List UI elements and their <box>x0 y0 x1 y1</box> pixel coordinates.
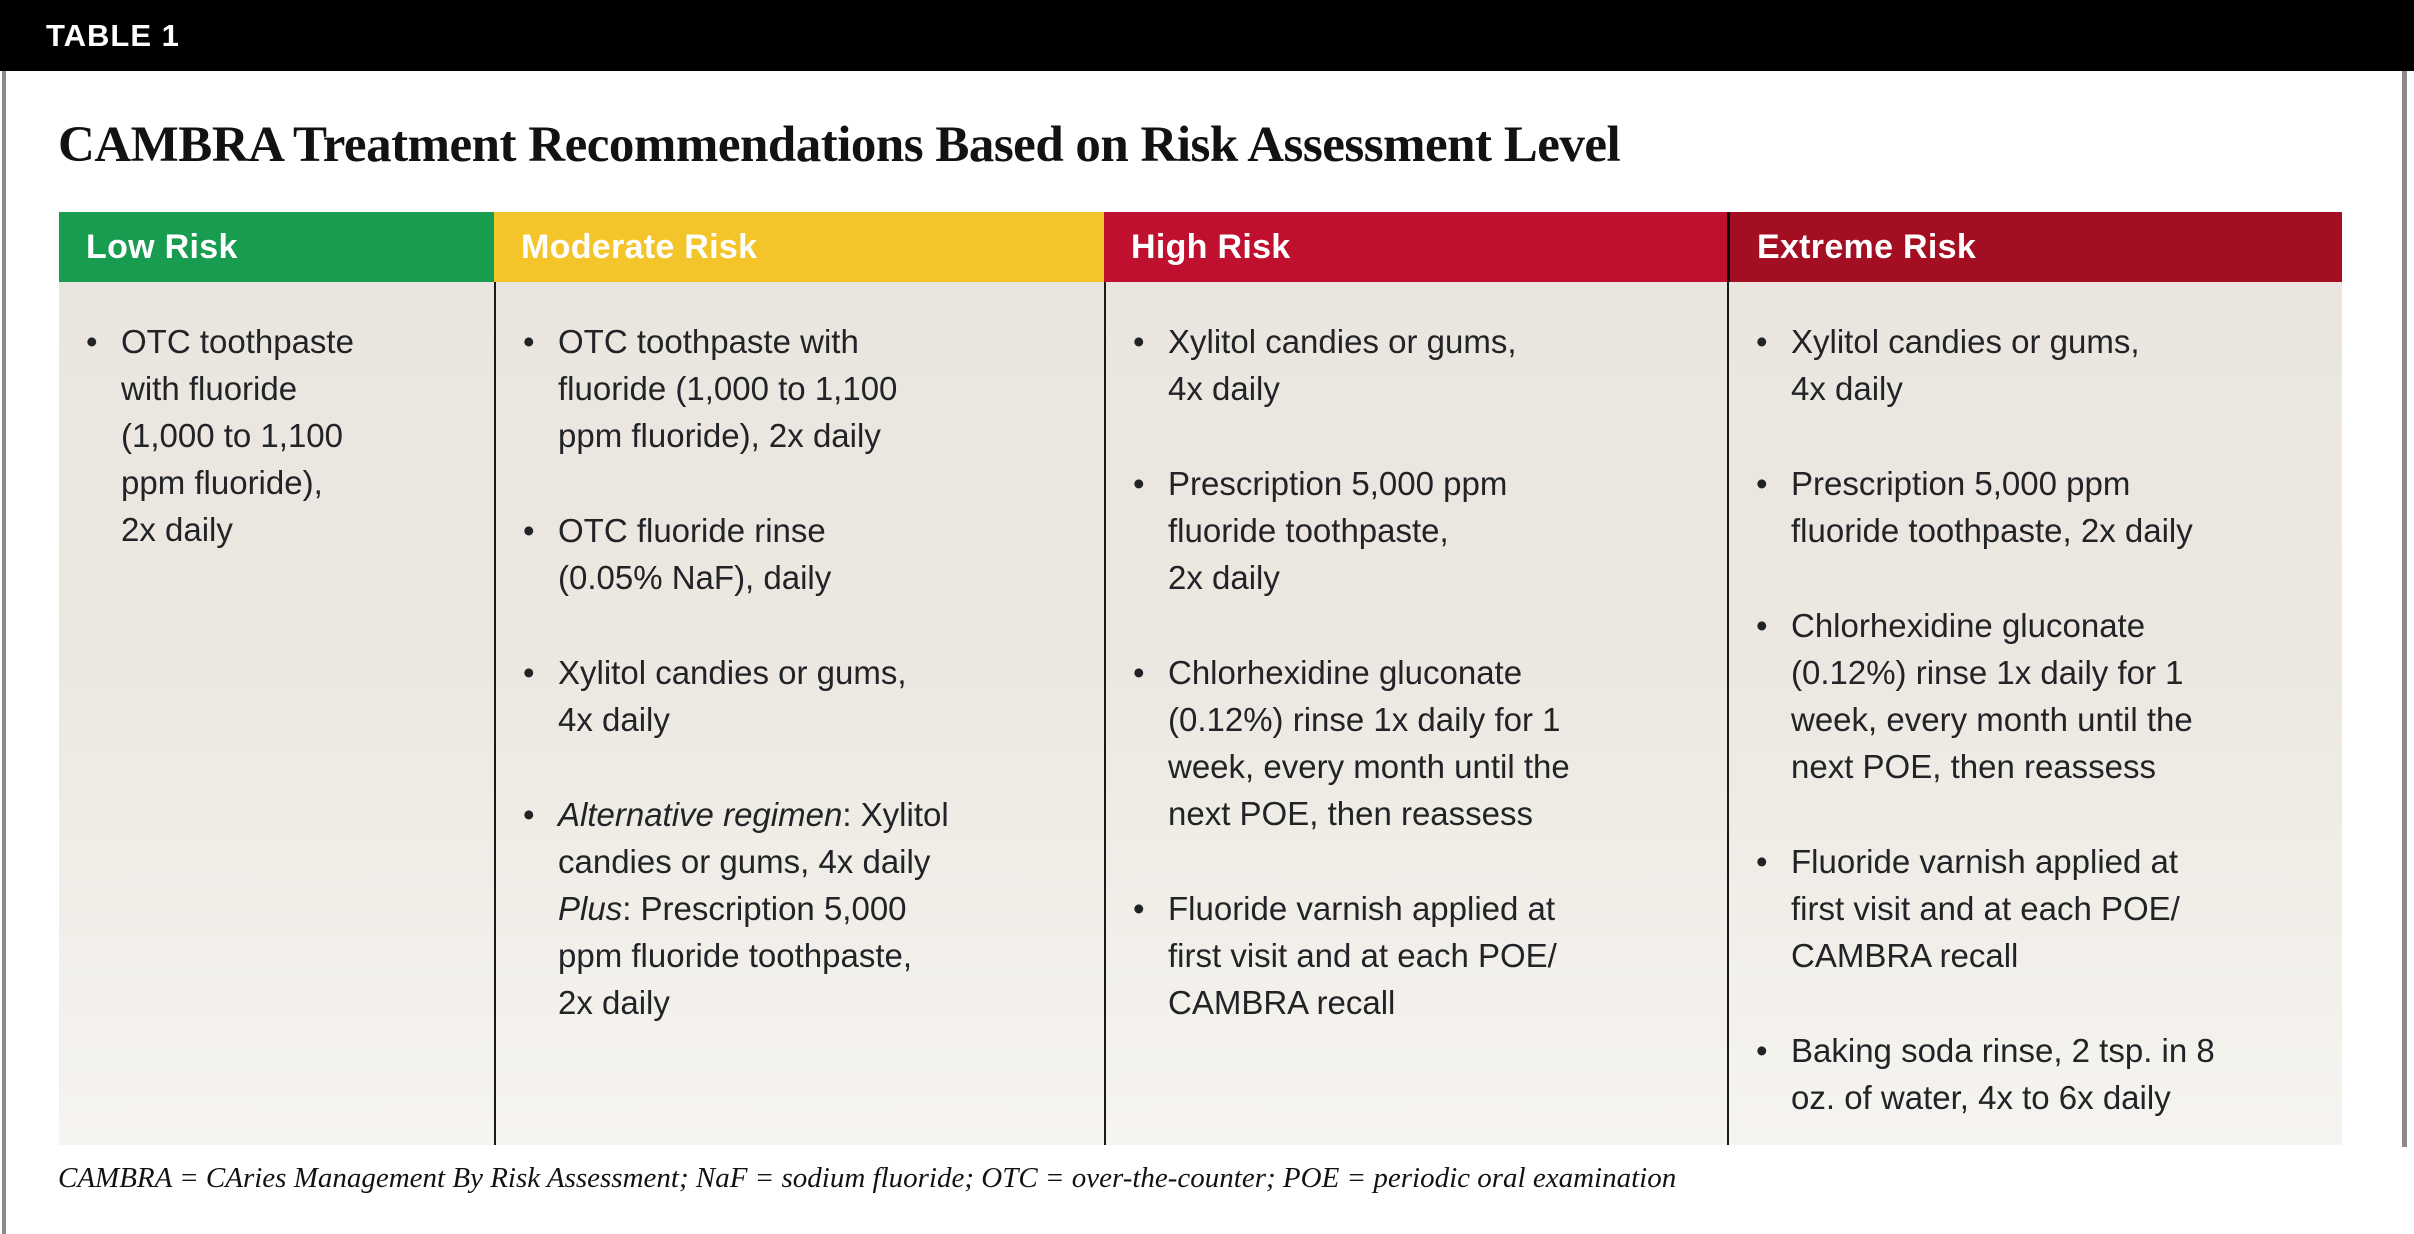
table-tag: TABLE 1 <box>46 17 180 53</box>
column-body-high-risk: Xylitol candies or gums, 4x daily Prescri… <box>1104 282 1727 1145</box>
bullet-item: Alternative regimen: Xylitol candies or … <box>523 791 1090 1026</box>
bullet-item: OTC toothpaste with fluoride (1,000 to 1… <box>86 318 480 553</box>
column-body-moderate-risk: OTC toothpaste with fluoride (1,000 to 1… <box>494 282 1104 1145</box>
page-edge-left <box>2 71 6 1234</box>
risk-table: Low Risk Moderate Risk High Risk Extreme Ri… <box>59 212 2342 1145</box>
column-header-label: Extreme Risk <box>1757 227 1977 266</box>
bullet-item: OTC toothpaste with fluoride (1,000 to 1… <box>523 318 1090 459</box>
bullet-item: Xylitol candies or gums, 4x daily <box>523 649 1090 743</box>
bullet-item: Xylitol candies or gums, 4x daily <box>1133 318 1713 412</box>
bullet-list: OTC toothpaste with fluoride (1,000 to 1… <box>59 282 494 553</box>
bullet-item: Baking soda rinse, 2 tsp. in 8 oz. of wa… <box>1756 1027 2328 1121</box>
column-body-extreme-risk: Xylitol candies or gums, 4x daily Prescri… <box>1727 282 2342 1145</box>
column-header-extreme-risk: Extreme Risk <box>1727 212 2342 282</box>
bullet-item: Fluoride varnish applied at first visit … <box>1133 885 1713 1026</box>
bullet-item: Chlorhexidine gluconate (0.12%) rinse 1x… <box>1133 649 1713 837</box>
footnote-abbreviations: CAMBRA = CAries Management By Risk Asses… <box>58 1162 1677 1194</box>
bullet-item: Prescription 5,000 ppm fluoride toothpas… <box>1756 460 2328 554</box>
column-header-label: High Risk <box>1131 227 1291 266</box>
bullet-list: Xylitol candies or gums, 4x daily Prescri… <box>1106 282 1727 1026</box>
column-header-moderate-risk: Moderate Risk <box>494 212 1104 282</box>
column-header-low-risk: Low Risk <box>59 212 494 282</box>
column-header-label: Low Risk <box>86 227 238 266</box>
bullet-list: Xylitol candies or gums, 4x daily Prescri… <box>1729 282 2342 1121</box>
column-header-label: Moderate Risk <box>521 227 758 266</box>
table-title: CAMBRA Treatment Recommendations Based o… <box>58 117 1621 173</box>
column-header-high-risk: High Risk <box>1104 212 1727 282</box>
bullet-item: Fluoride varnish applied at first visit … <box>1756 838 2328 979</box>
column-body-low-risk: OTC toothpaste with fluoride (1,000 to 1… <box>59 282 494 1145</box>
bullet-item: Xylitol candies or gums, 4x daily <box>1756 318 2328 412</box>
bullet-list: OTC toothpaste with fluoride (1,000 to 1… <box>496 282 1104 1026</box>
table-tag-bar: TABLE 1 <box>0 0 2414 71</box>
page-edge-right <box>2402 71 2407 1147</box>
bullet-item: OTC fluoride rinse (0.05% NaF), daily <box>523 507 1090 601</box>
bullet-item: Prescription 5,000 ppm fluoride toothpas… <box>1133 460 1713 601</box>
bullet-item: Chlorhexidine gluconate (0.12%) rinse 1x… <box>1756 602 2328 790</box>
